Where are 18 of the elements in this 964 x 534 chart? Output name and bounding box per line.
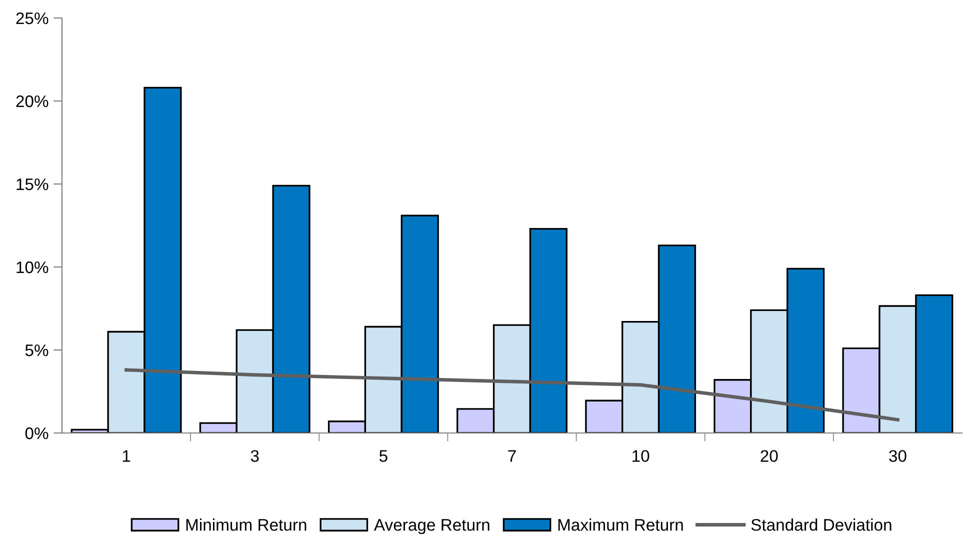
legend-label: Maximum Return (558, 518, 683, 531)
legend-label: Standard Deviation (751, 518, 892, 531)
x-tick-label: 30 (889, 450, 906, 462)
x-tick-label: 3 (250, 450, 259, 462)
y-tick-label: 0% (25, 427, 48, 440)
x-tick-label: 7 (508, 450, 516, 462)
x-tick-label: 20 (760, 450, 778, 462)
y-tick-label: 20% (16, 95, 48, 108)
y-tick-label: 5% (25, 344, 48, 356)
x-tick-label: 5 (379, 450, 388, 462)
legend-label: Minimum Return (186, 518, 306, 531)
line-series (124, 368, 900, 422)
x-tick-label: 10 (632, 450, 650, 462)
x-tick-label: 1 (122, 450, 130, 462)
legend-label: Average Return (374, 519, 490, 534)
y-tick-label: 25% (16, 12, 48, 24)
y-tick-label: 15% (16, 178, 48, 190)
y-tick-label: 10% (16, 261, 48, 274)
